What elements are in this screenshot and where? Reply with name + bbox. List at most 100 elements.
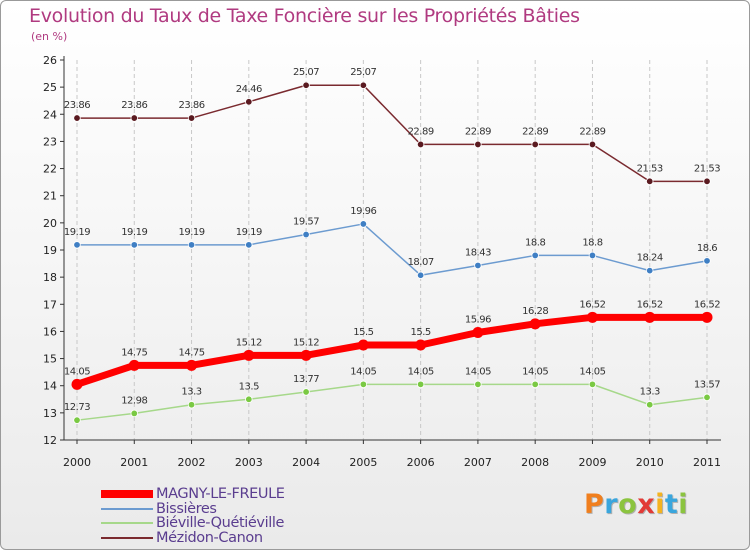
proxiti-logo: Proxiti [584, 489, 688, 520]
x-tick-label: 2002 [178, 456, 206, 469]
data-label-bissi-res: 19.57 [293, 217, 319, 228]
y-axis-unit: (en %) [31, 30, 68, 43]
data-point-magny-le-freule [128, 359, 140, 371]
data-point-bi-ville-qu-ti-ville [130, 409, 138, 418]
data-point-magny-le-freule [71, 378, 83, 390]
logo-letter: i [678, 489, 689, 520]
data-label-m-zidon-canon: 21.53 [694, 163, 720, 174]
logo-letter: t [664, 489, 679, 520]
x-tick-label: 2009 [578, 456, 606, 469]
series-line-m-zidon-canon [76, 84, 708, 183]
data-label-magny-le-freule: 16.52 [694, 299, 720, 310]
legend-swatch [101, 536, 153, 539]
y-tick-label: 25 [43, 81, 57, 94]
x-tick-label: 2006 [407, 456, 435, 469]
data-label-bi-ville-qu-ti-ville: 13.3 [640, 387, 660, 398]
legend-swatch [101, 490, 153, 499]
legend-item: Mézidon-Canon [101, 529, 285, 546]
data-point-m-zidon-canon [187, 114, 196, 122]
data-label-magny-le-freule: 15.12 [236, 337, 262, 348]
y-tick-label: 24 [43, 108, 57, 121]
data-point-magny-le-freule [300, 349, 312, 361]
data-label-bi-ville-qu-ti-ville: 13.77 [293, 374, 319, 385]
x-tick-label: 2005 [349, 456, 377, 469]
series-line-magny-le-freule [73, 313, 711, 388]
data-label-m-zidon-canon: 21.53 [637, 163, 663, 174]
data-point-magny-le-freule [586, 311, 598, 323]
data-point-bi-ville-qu-ti-ville [703, 393, 711, 402]
data-point-bissi-res [187, 241, 196, 249]
data-label-m-zidon-canon: 22.89 [408, 126, 434, 137]
data-point-m-zidon-canon [245, 98, 253, 106]
data-point-bi-ville-qu-ti-ville [245, 395, 253, 403]
y-tick-label: 26 [43, 54, 57, 67]
data-label-bissi-res: 19.19 [236, 227, 262, 238]
data-point-bi-ville-qu-ti-ville [646, 401, 654, 409]
x-tick-label: 2000 [63, 456, 91, 469]
y-tick-label: 13 [43, 407, 57, 420]
legend-label: Bissières [156, 500, 217, 517]
data-point-bi-ville-qu-ti-ville [302, 388, 310, 396]
x-tick-label: 2004 [292, 456, 320, 469]
logo-letter: i [655, 489, 665, 520]
legend-label: MAGNY-LE-FREULE [156, 486, 285, 503]
data-point-bissi-res [416, 271, 425, 279]
legend-item: Bissières [101, 500, 285, 517]
legend-swatch [101, 522, 153, 525]
y-tick-label: 22 [43, 163, 57, 176]
data-label-magny-le-freule: 14.75 [178, 347, 204, 358]
legend-label: Mézidon-Canon [156, 529, 263, 546]
y-tick-label: 20 [43, 217, 57, 230]
data-label-m-zidon-canon: 22.89 [579, 126, 605, 137]
data-point-bissi-res [703, 257, 711, 265]
data-label-bissi-res: 18.43 [465, 247, 491, 258]
data-point-bi-ville-qu-ti-ville [416, 380, 425, 389]
data-label-bissi-res: 18.8 [525, 237, 545, 248]
data-label-m-zidon-canon: 23.86 [64, 100, 90, 111]
data-point-m-zidon-canon [531, 140, 539, 149]
data-point-bissi-res [646, 266, 654, 275]
data-point-magny-le-freule [415, 339, 427, 351]
data-label-m-zidon-canon: 23.86 [121, 100, 147, 111]
chart-legend: MAGNY-LE-FREULE Bissières Biéville-Quétiév… [101, 487, 285, 545]
data-label-bi-ville-qu-ti-ville: 14.05 [522, 366, 548, 377]
data-label-m-zidon-canon: 25.07 [293, 67, 319, 78]
data-label-bissi-res: 19.96 [350, 206, 376, 217]
data-label-magny-le-freule: 15.5 [411, 327, 431, 338]
data-point-m-zidon-canon [588, 140, 597, 149]
data-label-bi-ville-qu-ti-ville: 12.98 [121, 395, 147, 406]
data-point-magny-le-freule [186, 359, 198, 371]
data-label-bi-ville-qu-ti-ville: 14.05 [579, 366, 605, 377]
x-tick-label: 2007 [464, 456, 492, 469]
data-point-m-zidon-canon [703, 177, 711, 186]
data-point-bi-ville-qu-ti-ville [531, 380, 539, 389]
data-label-bissi-res: 19.19 [178, 227, 204, 238]
data-label-magny-le-freule: 16.28 [522, 306, 548, 317]
data-point-bi-ville-qu-ti-ville [187, 401, 196, 409]
data-point-magny-le-freule [644, 311, 656, 323]
series-line-bi-ville-qu-ti-ville [76, 383, 708, 421]
data-point-magny-le-freule [529, 318, 541, 330]
chart-title: Evolution du Taux de Taxe Foncière sur l… [29, 5, 580, 27]
data-label-magny-le-freule: 15.5 [353, 327, 373, 338]
data-point-bissi-res [245, 241, 253, 249]
data-label-bi-ville-qu-ti-ville: 13.3 [181, 387, 201, 398]
x-tick-label: 2001 [120, 456, 148, 469]
legend-item: MAGNY-LE-FREULE [101, 487, 285, 502]
logo-letter: o [618, 489, 638, 520]
legend-swatch [101, 507, 153, 510]
legend-label: Biéville-Quétiéville [156, 515, 284, 532]
y-tick-label: 17 [43, 298, 57, 311]
data-point-m-zidon-canon [302, 81, 310, 89]
data-point-magny-le-freule [357, 339, 369, 351]
x-tick-label: 2011 [693, 456, 721, 469]
data-label-magny-le-freule: 15.96 [465, 315, 491, 326]
data-point-m-zidon-canon [416, 140, 425, 149]
y-tick-label: 23 [43, 135, 57, 148]
logo-letter: P [584, 489, 605, 520]
x-tick-label: 2010 [636, 456, 664, 469]
data-point-bissi-res [302, 230, 310, 239]
data-label-magny-le-freule: 15.12 [293, 337, 319, 348]
